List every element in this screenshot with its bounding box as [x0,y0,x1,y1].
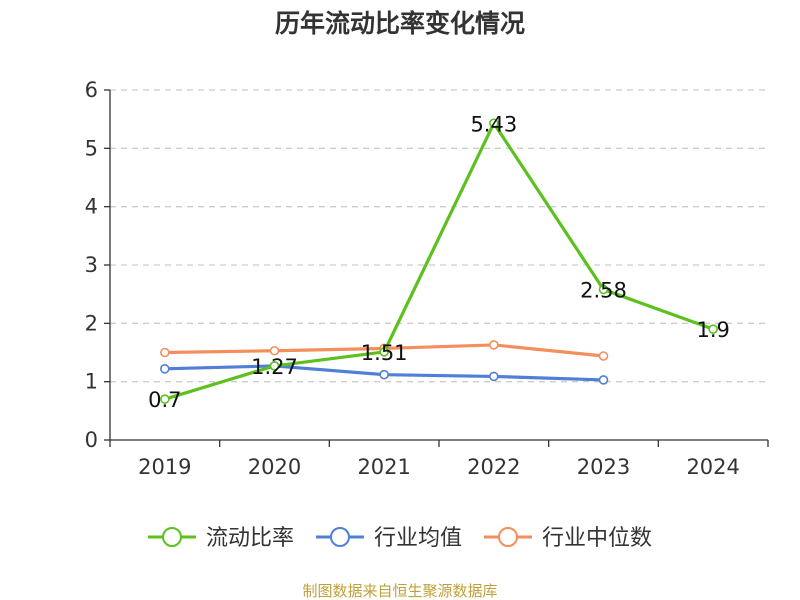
axes: 0 1 2 3 4 5 6 2019 2020 2021 2022 2023 2024 [85,78,769,479]
series-lines [160,118,718,404]
data-label-2022: 5.43 [470,112,517,136]
chart-title: 历年流动比率变化情况 [275,9,525,38]
series-1-point-2022 [489,118,499,129]
series-3-point-2020 [269,345,280,356]
series-line-1 [163,121,715,401]
x-tick-label-2024: 2024 [686,455,739,479]
y-tick-label-2: 2 [85,311,98,335]
series-3-point-2022 [489,340,499,350]
series-1-point-2019 [160,394,170,404]
x-tick-label-2019: 2019 [138,455,191,479]
x-tick-label-2022: 2022 [467,455,520,479]
data-label-2020: 1.27 [251,355,298,379]
series-1-point-2021 [379,347,389,357]
series-3-point-2023 [598,351,609,361]
data-label-2024: 1.9 [696,318,729,342]
data-label-2021: 1.51 [361,341,408,365]
legend-marker-1 [161,527,182,547]
legend-label-3: 行业中位数 [542,526,652,551]
y-tick-label-3: 3 [85,253,98,277]
series-2-point-2021 [379,369,389,380]
legend-marker-3 [498,527,519,547]
legend-label-2: 行业均值 [374,526,462,551]
source-note: 制图数据来自恒生聚源数据库 [302,582,497,600]
legend-label-1: 流动比率 [206,526,294,551]
series-1-point-2024 [708,324,718,334]
y-tick-label-5: 5 [85,136,98,160]
legend-marker-2 [329,527,350,547]
series-2-point-2019 [160,364,170,374]
series-2-point-2022 [489,371,499,382]
x-tick-label-2021: 2021 [357,455,410,479]
legend-item-3[interactable]: 行业中位数 [484,526,652,551]
series-1-point-2020 [269,361,280,371]
y-tick-label-0: 0 [85,428,98,452]
y-tick-label-6: 6 [85,78,98,102]
data-label-2023: 2.58 [580,279,627,303]
legend-item-2[interactable]: 行业均值 [315,526,462,551]
series-1-point-2023 [598,284,609,295]
x-tick-label-2023: 2023 [577,455,630,479]
y-tick-label-1: 1 [85,370,98,394]
data-label-2019: 0.7 [148,388,181,412]
legend-item-1[interactable]: 流动比率 [147,526,294,551]
legend: 流动比率 行业均值 行业中位数 [147,526,652,551]
x-tick-label-2020: 2020 [248,455,301,479]
data-labels: 0.7 1.27 1.51 5.43 2.58 1.9 [148,112,730,412]
y-tick-label-4: 4 [85,195,98,219]
series-2-point-2023 [598,375,609,385]
series-3-point-2019 [160,347,170,358]
